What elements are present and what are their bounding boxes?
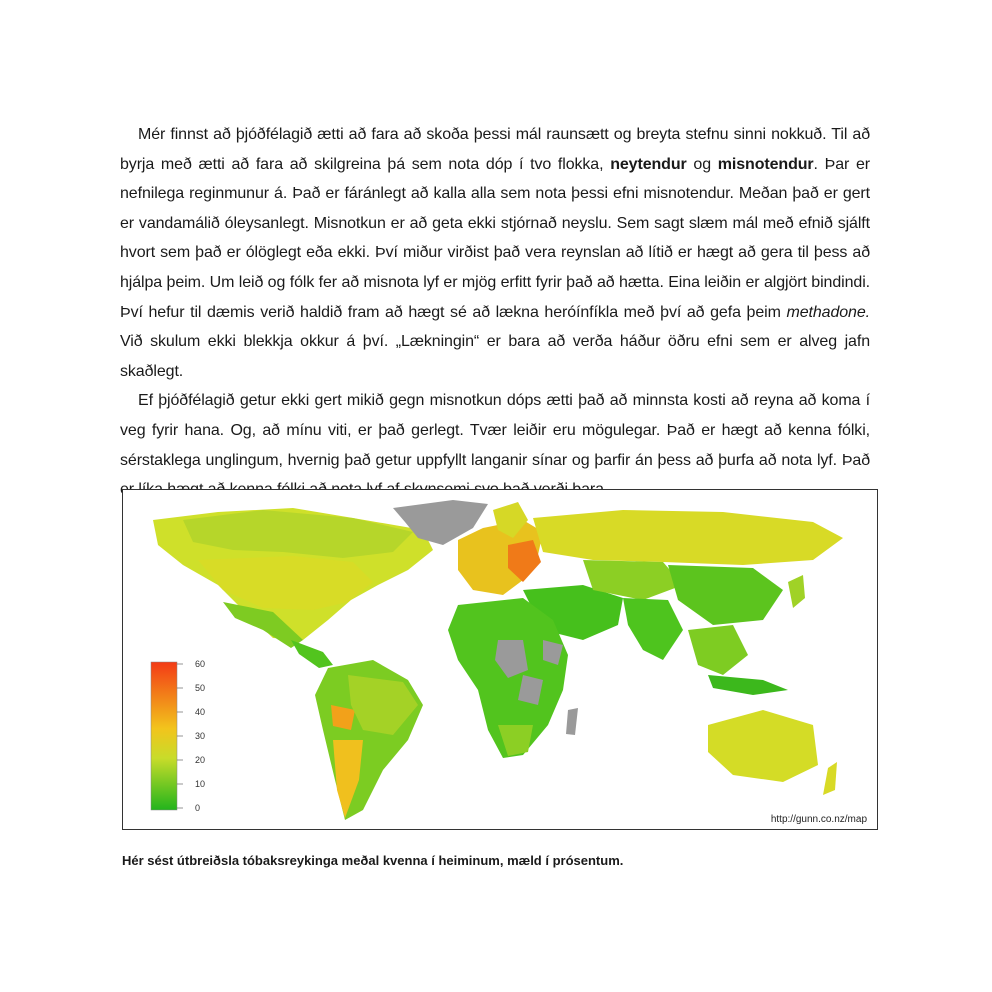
map-credit: http://gunn.co.nz/map [770,814,867,825]
southeast-asia [688,625,748,675]
italic-term: methadone. [786,303,870,321]
legend-tick-label: 10 [195,779,205,789]
bold-term: neytendur [610,155,687,173]
central-asia [583,560,683,600]
indonesia [708,675,788,695]
central-america [291,640,333,668]
australia [708,710,818,782]
legend-tick-label: 60 [195,659,205,669]
text-run: . Þar er nefnilega reginmunur á. Það er … [120,155,870,321]
japan [788,575,805,608]
southern-africa [498,725,533,756]
new-zealand [823,762,837,795]
legend-tick-label: 0 [195,803,200,813]
madagascar [566,708,578,735]
africa-no-data-3 [543,640,563,665]
africa-no-data-2 [518,675,543,705]
legend-tick-label: 40 [195,707,205,717]
paragraph-2: Ef þjóðfélagið getur ekki gert mikið geg… [120,386,870,504]
text-run: Ef þjóðfélagið getur ekki gert mikið geg… [120,392,870,498]
brazil [348,675,418,735]
legend-tick-label: 30 [195,731,205,741]
figure-caption: Hér sést útbreiðsla tóbaksreykinga meðal… [122,853,624,868]
world-map-figure: 60 50 40 30 20 10 0 http://gunn.co.nz/map [122,489,878,830]
eastern-europe [508,540,541,582]
bold-term: misnotendur [717,155,814,173]
legend-tick-label: 20 [195,755,205,765]
canada [183,510,413,558]
legend-color-bar [150,661,178,811]
scandinavia [493,502,528,538]
china [668,565,783,625]
paragraph-1: Mér finnst að þjóðfélagið ætti að fara a… [120,120,870,386]
text-run: Við skulum ekki blekkja okkur á því. „Læ… [120,333,870,380]
legend: 60 50 40 30 20 10 0 [150,659,205,813]
text-run: Mér finnst að þjóðfélagið ætti að fara a… [120,126,870,173]
greenland [393,500,488,545]
bolivia [331,705,355,730]
article-body: Mér finnst að þjóðfélagið ætti að fara a… [120,120,870,505]
usa [198,556,373,610]
south-asia [623,598,683,660]
legend-tick-label: 50 [195,683,205,693]
africa-no-data-1 [495,640,528,678]
world-map: 60 50 40 30 20 10 0 [150,500,843,820]
mexico [223,602,303,648]
text-run: og [686,155,718,173]
argentina [333,740,363,818]
russia [533,510,843,565]
